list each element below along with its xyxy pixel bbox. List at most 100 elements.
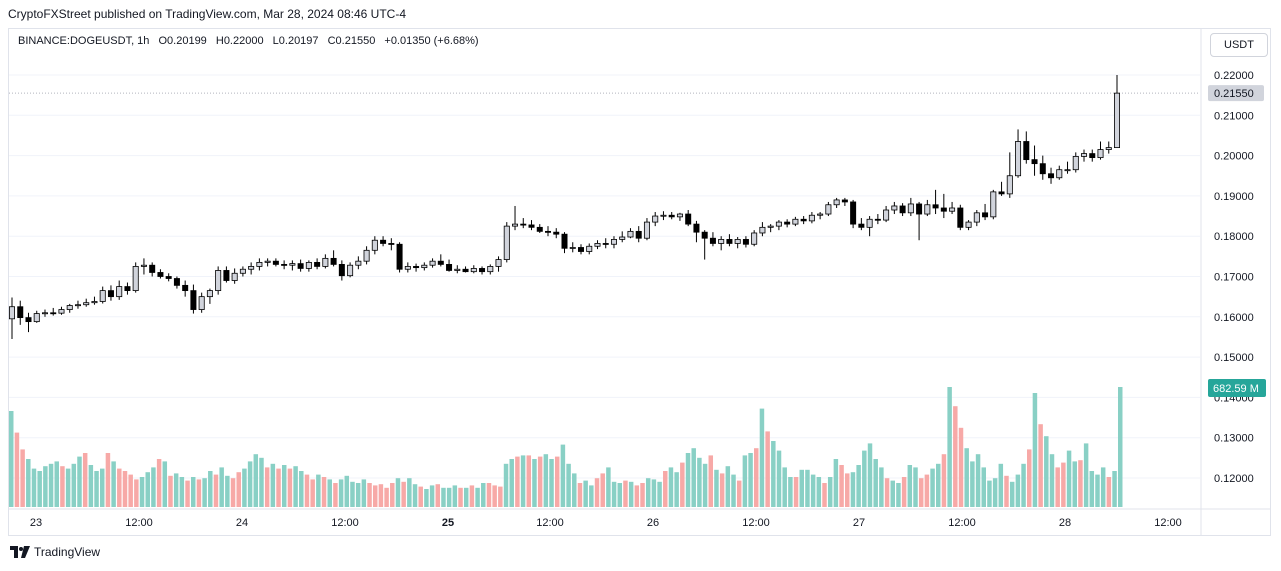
volume-bar: [452, 485, 458, 507]
candle-body: [223, 270, 230, 281]
volume-bar: [390, 483, 395, 507]
candle-body: [404, 266, 411, 270]
volume-bar: [901, 477, 907, 507]
candle-body: [322, 257, 329, 267]
volume-bar: [225, 475, 230, 507]
candle-body: [759, 226, 766, 234]
volume-bar: [1106, 477, 1112, 507]
tradingview-brand[interactable]: TradingView: [10, 545, 100, 559]
last-volume-label: 682.59 M: [1213, 383, 1259, 395]
candle-body: [577, 247, 584, 252]
candle-body: [388, 243, 395, 245]
candle-body: [973, 212, 980, 223]
candle-body: [940, 207, 947, 212]
volume-bar: [606, 467, 611, 507]
volume-bar: [71, 463, 77, 507]
volume-bar: [333, 483, 338, 507]
volume-bar: [970, 461, 975, 507]
candle-body: [99, 290, 106, 302]
volume-bar: [190, 477, 196, 507]
volume-bar: [1049, 454, 1055, 507]
volume-bar: [230, 478, 236, 507]
candle-body: [627, 230, 634, 238]
candle-body: [610, 239, 617, 245]
volume-bar: [924, 474, 930, 507]
volume-bar: [947, 387, 952, 507]
volume-bar: [122, 471, 128, 507]
volume-bar: [782, 467, 787, 507]
candle-body: [520, 223, 527, 226]
volume-bar: [401, 481, 406, 507]
candle-body: [1105, 147, 1112, 150]
volume-bar: [99, 468, 105, 507]
candle-body: [173, 278, 180, 286]
candle-body: [1072, 156, 1079, 171]
candle-body: [470, 268, 477, 273]
volume-bar: [1112, 471, 1117, 507]
candle-body: [165, 276, 172, 279]
candle-body: [602, 243, 609, 245]
volume-bar: [816, 477, 822, 507]
candle-body: [668, 214, 675, 218]
y-tick-label: 0.18000: [1214, 231, 1254, 243]
volume-bar: [287, 468, 293, 507]
x-tick-label: 12:00: [742, 517, 770, 529]
candle-body: [784, 221, 791, 225]
candle-body: [437, 260, 444, 265]
candle-body: [1015, 141, 1022, 177]
candle-body: [264, 260, 271, 263]
volume-bar: [82, 453, 88, 507]
volume-bar: [805, 469, 810, 507]
legend-symbol[interactable]: BINANCE:DOGEUSDT, 1h: [18, 35, 150, 47]
candle-body: [652, 215, 659, 223]
candle-body: [916, 203, 923, 215]
volume-bar: [839, 465, 844, 507]
volume-bar: [355, 483, 361, 507]
x-tick-label: 12:00: [948, 517, 976, 529]
candle-body: [198, 296, 205, 310]
volume-bar: [998, 463, 1004, 507]
volume-bar: [327, 479, 332, 507]
volume-bar: [964, 448, 969, 507]
volume-bar: [845, 473, 850, 507]
candle-body: [1023, 141, 1030, 161]
candle-body: [808, 214, 815, 222]
volume-bar: [526, 455, 532, 507]
candle-body: [1006, 175, 1013, 195]
candle-body: [132, 266, 139, 292]
volume-bar: [88, 465, 94, 507]
legend-close: C0.21550: [327, 35, 376, 47]
volume-bar: [1055, 467, 1060, 507]
volume-bar: [1072, 461, 1077, 507]
volume-bar: [776, 450, 782, 507]
volume-bar: [486, 483, 492, 507]
volume-bar: [94, 471, 99, 507]
volume-bar: [560, 444, 566, 507]
y-tick-label: 0.15000: [1214, 352, 1254, 364]
volume-bar: [663, 471, 668, 507]
volume-bar: [412, 484, 418, 507]
volume-bar: [1095, 474, 1100, 507]
volume-bar: [941, 454, 947, 507]
candle-body: [858, 223, 865, 228]
volume-bar: [594, 478, 600, 507]
volume-bar: [378, 484, 384, 507]
volume-bar: [708, 455, 714, 507]
volume-bar: [435, 484, 441, 507]
candle-body: [907, 203, 914, 214]
candle-body: [206, 290, 213, 298]
volume-bar: [1061, 462, 1066, 507]
y-tick-label: 0.20000: [1214, 151, 1254, 163]
volume-bar: [1015, 474, 1021, 507]
volume-bar: [9, 411, 14, 507]
volume-bar: [418, 486, 423, 507]
candle-body: [1048, 173, 1055, 179]
candle-body: [1089, 153, 1096, 159]
candle-body: [990, 191, 997, 218]
currency-button[interactable]: USDT: [1210, 33, 1268, 57]
volume-bar: [651, 479, 657, 507]
volume-bar: [918, 478, 924, 507]
candle-body: [248, 266, 255, 270]
volume-bar: [213, 474, 219, 507]
